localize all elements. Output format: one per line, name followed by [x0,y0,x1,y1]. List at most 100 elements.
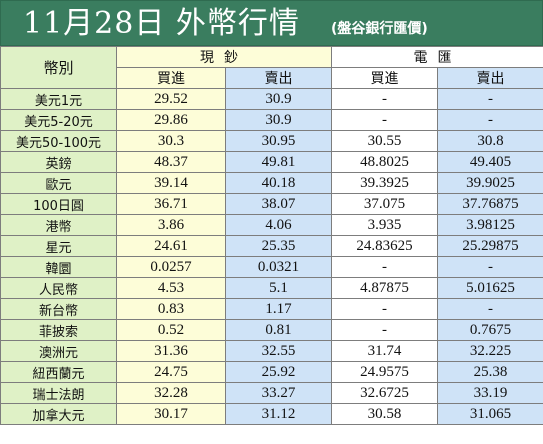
tt-buy-cell: 32.6725 [331,382,438,404]
tt-sell-cell: 49.405 [437,151,543,173]
cash-buy-cell: 0.52 [116,319,226,341]
currency-name-cell: 港幣 [0,214,117,236]
tt-buy-cell: - [331,298,438,320]
tt-buy-cell: - [331,109,438,131]
tt-buy-cell: 30.58 [331,403,438,425]
table-row: 人民幣 4.53 5.1 4.87875 5.01625 [0,277,543,299]
table-row: 紐西蘭元 24.75 25.92 24.9575 25.38 [0,361,543,383]
tt-buy-cell: - [331,256,438,278]
tt-buy-cell: - [331,319,438,341]
table-row: 美元5-20元 29.86 30.9- - [0,109,543,131]
tt-sell-cell: 25.29875 [437,235,543,257]
cash-group-header: 現鈔 [116,46,332,68]
tt-sell-cell: 0.7675 [437,319,543,341]
cash-sell-cell: 40.18 [225,172,332,194]
table-row: 加拿大元 30.17 31.12 30.58 31.065 [0,403,543,425]
currency-name-cell: 紐西蘭元 [0,361,117,383]
cash-sell-cell: 49.81 [225,151,332,173]
cash-buy-cell: 31.36 [116,340,226,362]
cash-sell-cell: 25.92 [225,361,332,383]
tt-sell-cell: 31.065 [437,403,543,425]
cash-sell-cell: 38.07 [225,193,332,215]
currency-name-cell: 加拿大元 [0,403,117,425]
currency-name-cell: 韓圜 [0,256,117,278]
table-row: 歐元 39.14 40.18 39.3925 39.9025 [0,172,543,194]
cash-buy-cell: 0.0257 [116,256,226,278]
cash-sell-cell: 30.95 [225,130,332,152]
cash-buy-cell: 39.14 [116,172,226,194]
cash-buy-cell: 29.52 [116,88,226,110]
cash-buy-cell: 24.61 [116,235,226,257]
cash-sell-cell: 31.12 [225,403,332,425]
header-row-sub: 買進 賣出 買進 賣出 [1,67,543,89]
table-row: 澳洲元 31.36 32.55 31.74 32.225 [0,340,543,362]
tt-buy-cell: 24.83625 [331,235,438,257]
cash-buy-cell: 3.86 [116,214,226,236]
tt-sell-cell: - [437,88,543,110]
tt-sell-cell: 39.9025 [437,172,543,194]
currency-name-cell: 美元1元 [0,88,117,110]
cash-buy-cell: 24.75 [116,361,226,383]
cash-sell-header: 賣出 [225,67,332,89]
header-row-groups: 幣別 現鈔 電匯 [0,46,543,89]
table-row: 港幣 3.86 4.06 3.935 3.98125 [0,214,543,236]
currency-name-cell: 新台幣 [0,298,117,320]
tt-group-header: 電匯 [331,46,543,68]
tt-buy-cell: 48.8025 [331,151,438,173]
table-row: 英鎊 48.37 49.81 48.8025 49.405 [0,151,543,173]
table-row: 100日圓 36.71 38.07 37.075 37.76875 [0,193,543,215]
cash-buy-cell: 30.17 [116,403,226,425]
currency-name-cell: 星元 [0,235,117,257]
tt-buy-header: 買進 [331,67,438,89]
tt-sell-header: 賣出 [437,67,543,89]
tt-sell-cell: 32.225 [437,340,543,362]
currency-name-cell: 英鎊 [0,151,117,173]
currency-name-cell: 美元5-20元 [0,109,117,131]
page-subtitle: (盤谷銀行匯價) [331,21,428,37]
cash-sell-cell: 30.9 [225,88,332,110]
table-row: 新台幣 0.83 1.17- - [0,298,543,320]
currency-name-cell: 歐元 [0,172,117,194]
table-row: 菲披索 0.52 0.81-0.7675 [0,319,543,341]
cash-buy-cell: 0.83 [116,298,226,320]
title-bar: 11月28日 外幣行情 (盤谷銀行匯價) [0,0,543,46]
rates-table: 幣別 現鈔 電匯 買進 賣出 買進 賣出 美元1元 29.52 30.9- - 美元5-… [0,46,543,425]
cash-buy-cell: 48.37 [116,151,226,173]
table-row: 美元50-100元 30.3 30.95 30.55 30.8 [0,130,543,152]
table-row: 星元 24.61 25.35 24.83625 25.29875 [0,235,543,257]
currency-name-cell: 100日圓 [0,193,117,215]
tt-sell-cell: 3.98125 [437,214,543,236]
currency-column-header: 幣別 [0,46,117,89]
tt-sell-cell: 30.8 [437,130,543,152]
cash-buy-header: 買進 [116,67,226,89]
tt-sell-cell: 25.38 [437,361,543,383]
cash-buy-cell: 29.86 [116,109,226,131]
tt-sell-cell: - [437,256,543,278]
tt-sell-cell: - [437,109,543,131]
tt-buy-cell: 30.55 [331,130,438,152]
tt-buy-cell: 24.9575 [331,361,438,383]
page-title: 11月28日 外幣行情 [23,6,300,41]
tt-buy-cell: - [331,88,438,110]
tt-sell-cell: - [437,298,543,320]
currency-name-cell: 菲披索 [0,319,117,341]
tt-sell-cell: 33.19 [437,382,543,404]
cash-sell-cell: 0.0321 [225,256,332,278]
cash-sell-cell: 0.81 [225,319,332,341]
cash-sell-cell: 30.9 [225,109,332,131]
currency-name-cell: 瑞士法朗 [0,382,117,404]
cash-buy-cell: 36.71 [116,193,226,215]
cash-buy-cell: 32.28 [116,382,226,404]
currency-name-cell: 澳洲元 [0,340,117,362]
table-row: 韓圜 0.0257 0.0321- - [0,256,543,278]
tt-buy-cell: 4.87875 [331,277,438,299]
currency-name-cell: 美元50-100元 [0,130,117,152]
cash-sell-cell: 1.17 [225,298,332,320]
tt-buy-cell: 39.3925 [331,172,438,194]
cash-sell-cell: 5.1 [225,277,332,299]
table-row: 美元1元 29.52 30.9- - [0,88,543,110]
tt-buy-cell: 37.075 [331,193,438,215]
tt-sell-cell: 37.76875 [437,193,543,215]
tt-sell-cell: 5.01625 [437,277,543,299]
